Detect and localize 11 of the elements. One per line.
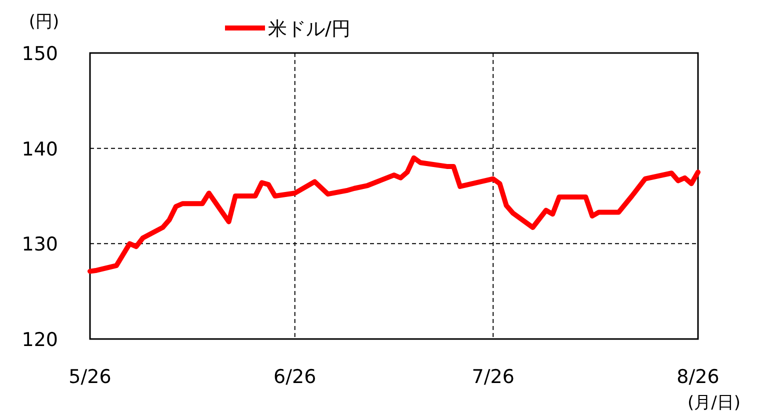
y-tick-label: 140 <box>22 138 58 160</box>
x-tick-label: 6/26 <box>274 366 316 388</box>
y-tick-label: 150 <box>22 43 58 65</box>
y-tick-label: 120 <box>22 329 58 351</box>
x-tick-label: 8/26 <box>676 366 720 388</box>
x-tick-label: 5/26 <box>68 366 112 388</box>
x-axis-title: (月/日) <box>688 393 740 413</box>
x-tick-label: 7/26 <box>472 366 514 388</box>
legend-label: 米ドル/円 <box>268 18 350 40</box>
y-tick-label: 130 <box>22 234 58 256</box>
y-axis-title: (円) <box>28 12 60 32</box>
